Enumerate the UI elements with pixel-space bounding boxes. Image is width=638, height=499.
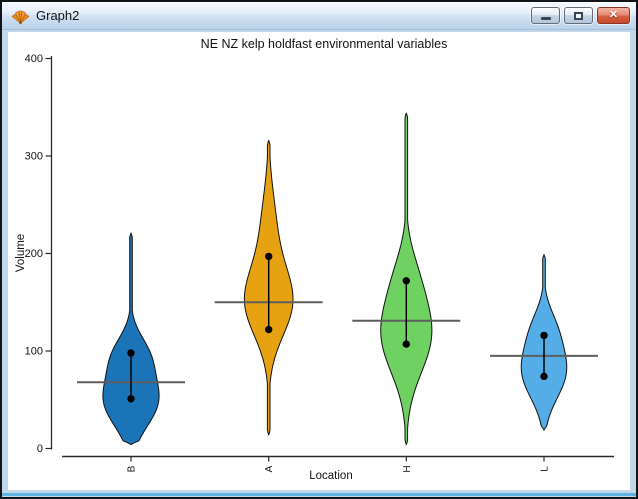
x-tick-label-B: B <box>127 465 138 472</box>
x-tick-label-H: H <box>402 465 413 472</box>
violin-chart: NE NZ kelp holdfast environmental variab… <box>15 37 614 482</box>
past-shell-icon <box>11 10 30 24</box>
x-tick-label-A: A <box>264 465 275 472</box>
shell-hinge <box>18 21 23 24</box>
violin-shape-B <box>102 232 160 446</box>
quartile-dot-B <box>127 395 135 403</box>
window-frame-accent <box>2 493 636 496</box>
y-tick-label: 0 <box>37 443 43 455</box>
window-title: Graph2 <box>36 8 80 23</box>
quartile-dot-H <box>402 340 410 348</box>
quartile-dot-B <box>127 349 135 357</box>
y-tick-label: 100 <box>25 346 43 358</box>
maximize-icon <box>574 11 583 20</box>
close-button[interactable]: ✕ <box>597 7 630 24</box>
close-icon: ✕ <box>608 9 619 21</box>
plot-layer: 0 100 200 300 400 B A H L <box>25 53 614 473</box>
x-tick-label-L: L <box>540 466 551 472</box>
y-tick-label: 400 <box>25 53 43 65</box>
y-tick-label: 300 <box>25 151 43 163</box>
title-bar[interactable]: Graph2 ✕ <box>2 2 636 30</box>
quartile-dot-L <box>540 372 548 381</box>
chart-title: NE NZ kelp holdfast environmental variab… <box>201 37 448 51</box>
maximize-button[interactable] <box>564 7 593 24</box>
quartile-dot-A <box>265 325 273 334</box>
minimize-icon <box>540 16 551 20</box>
y-axis-label: Volume <box>15 234 27 272</box>
quartile-dot-A <box>265 252 273 261</box>
minimize-button[interactable] <box>531 7 560 24</box>
y-tick-label: 200 <box>25 248 43 260</box>
quartile-dot-L <box>540 331 548 340</box>
quartile-dot-H <box>402 277 410 285</box>
plot-canvas: NE NZ kelp holdfast environmental variab… <box>8 32 630 490</box>
x-axis-label: Location <box>309 470 352 482</box>
window-controls: ✕ <box>531 7 630 24</box>
